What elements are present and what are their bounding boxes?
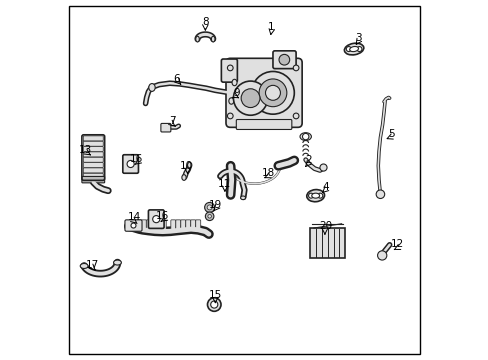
- FancyBboxPatch shape: [170, 220, 176, 231]
- FancyBboxPatch shape: [195, 220, 200, 231]
- Circle shape: [293, 65, 298, 71]
- Circle shape: [131, 223, 136, 228]
- FancyBboxPatch shape: [236, 120, 291, 130]
- Circle shape: [227, 113, 233, 119]
- FancyBboxPatch shape: [83, 163, 103, 167]
- Circle shape: [319, 164, 326, 171]
- Ellipse shape: [344, 43, 363, 55]
- Text: 7: 7: [169, 116, 176, 126]
- FancyBboxPatch shape: [83, 152, 103, 157]
- Circle shape: [207, 205, 212, 210]
- Text: 20: 20: [318, 221, 331, 231]
- FancyBboxPatch shape: [176, 220, 181, 231]
- FancyBboxPatch shape: [83, 157, 103, 162]
- Circle shape: [204, 202, 214, 212]
- Text: 16: 16: [129, 154, 142, 164]
- Ellipse shape: [306, 190, 324, 202]
- Circle shape: [293, 113, 298, 119]
- Text: 13: 13: [78, 145, 92, 155]
- Text: 12: 12: [390, 239, 403, 249]
- Text: 17: 17: [85, 260, 99, 270]
- FancyBboxPatch shape: [81, 176, 104, 183]
- FancyBboxPatch shape: [161, 220, 166, 231]
- Circle shape: [233, 81, 267, 115]
- Circle shape: [375, 190, 384, 198]
- Circle shape: [317, 193, 322, 198]
- FancyBboxPatch shape: [83, 168, 103, 173]
- FancyBboxPatch shape: [83, 147, 103, 152]
- Circle shape: [356, 46, 361, 51]
- FancyBboxPatch shape: [310, 228, 345, 258]
- Ellipse shape: [228, 98, 233, 104]
- FancyBboxPatch shape: [181, 220, 185, 231]
- FancyBboxPatch shape: [221, 59, 237, 82]
- Text: 14: 14: [127, 212, 141, 222]
- Circle shape: [241, 89, 260, 108]
- Circle shape: [152, 216, 160, 223]
- Text: 5: 5: [387, 129, 394, 139]
- FancyBboxPatch shape: [125, 220, 142, 231]
- Text: 16: 16: [156, 211, 169, 221]
- Text: 8: 8: [202, 17, 208, 27]
- Circle shape: [207, 215, 211, 218]
- Text: 15: 15: [208, 289, 222, 300]
- Text: 1: 1: [268, 22, 274, 32]
- Ellipse shape: [187, 162, 191, 168]
- FancyBboxPatch shape: [141, 220, 146, 231]
- FancyBboxPatch shape: [156, 220, 161, 231]
- FancyBboxPatch shape: [146, 220, 151, 231]
- FancyBboxPatch shape: [83, 173, 103, 178]
- Ellipse shape: [210, 301, 217, 308]
- Text: 19: 19: [208, 200, 222, 210]
- Circle shape: [279, 54, 289, 65]
- Circle shape: [265, 85, 280, 100]
- Circle shape: [205, 212, 213, 221]
- Text: 4: 4: [322, 182, 328, 192]
- FancyBboxPatch shape: [122, 155, 138, 173]
- Ellipse shape: [195, 36, 199, 42]
- Ellipse shape: [349, 46, 358, 51]
- Text: 6: 6: [173, 73, 180, 84]
- FancyBboxPatch shape: [151, 220, 156, 231]
- Ellipse shape: [211, 36, 215, 42]
- FancyBboxPatch shape: [148, 210, 164, 228]
- FancyBboxPatch shape: [190, 220, 195, 231]
- FancyBboxPatch shape: [225, 58, 302, 127]
- Text: 9: 9: [233, 88, 240, 98]
- FancyBboxPatch shape: [136, 220, 141, 231]
- Circle shape: [259, 79, 286, 107]
- FancyBboxPatch shape: [161, 123, 170, 132]
- Ellipse shape: [182, 175, 186, 180]
- Ellipse shape: [311, 193, 319, 198]
- FancyBboxPatch shape: [83, 136, 103, 141]
- FancyBboxPatch shape: [272, 51, 296, 69]
- Ellipse shape: [240, 196, 245, 199]
- Circle shape: [346, 46, 350, 51]
- Circle shape: [251, 72, 294, 114]
- Circle shape: [308, 193, 313, 198]
- Ellipse shape: [148, 84, 155, 91]
- Ellipse shape: [232, 79, 237, 86]
- Circle shape: [127, 161, 134, 167]
- FancyBboxPatch shape: [185, 220, 190, 231]
- Ellipse shape: [80, 264, 88, 269]
- Ellipse shape: [113, 260, 121, 265]
- Text: 11: 11: [218, 179, 231, 189]
- Text: 18: 18: [262, 168, 275, 178]
- Text: 10: 10: [180, 161, 193, 171]
- Text: 3: 3: [354, 33, 361, 43]
- Ellipse shape: [300, 133, 311, 140]
- Ellipse shape: [207, 298, 221, 311]
- Circle shape: [227, 65, 233, 71]
- Circle shape: [302, 134, 308, 140]
- FancyBboxPatch shape: [83, 141, 103, 146]
- Text: 2: 2: [305, 156, 311, 166]
- Circle shape: [377, 251, 386, 260]
